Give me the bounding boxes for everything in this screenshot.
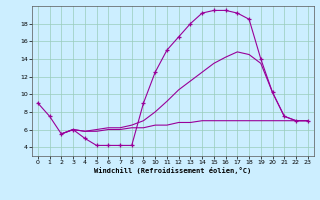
X-axis label: Windchill (Refroidissement éolien,°C): Windchill (Refroidissement éolien,°C) [94,167,252,174]
